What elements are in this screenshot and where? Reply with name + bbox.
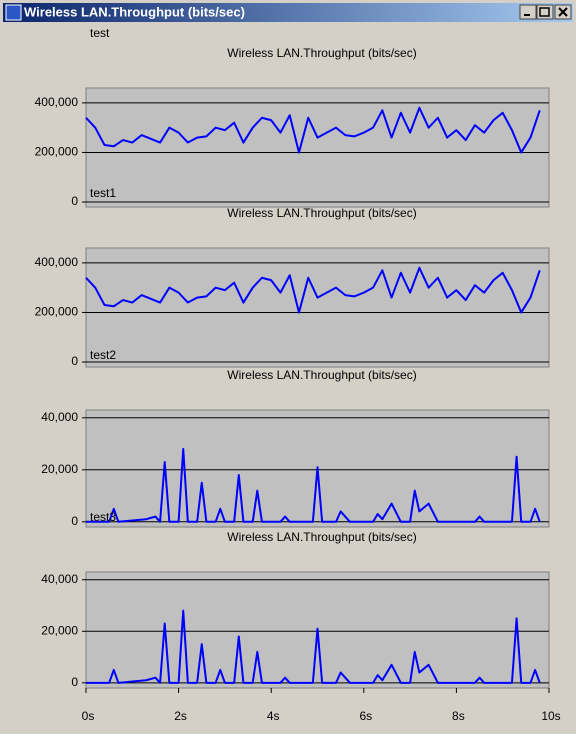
chart-title: Wireless LAN.Throughput (bits/sec) [227, 206, 416, 220]
y-tick-label: 400,000 [35, 95, 79, 109]
x-tick-label: 6s [359, 709, 372, 723]
data-line [86, 448, 541, 523]
y-tick-label: 400,000 [35, 255, 79, 269]
y-tick-label: 0 [71, 354, 78, 368]
y-tick-label: 20,000 [41, 623, 78, 637]
plot-area [85, 87, 550, 208]
data-line [85, 266, 541, 314]
y-tick-label: 40,000 [41, 410, 78, 424]
y-tick-label: 0 [71, 194, 78, 208]
y-tick-label: 200,000 [35, 145, 79, 159]
y-tick-label: 0 [71, 514, 78, 528]
x-tick-label: 10s [541, 709, 560, 723]
chart-label: test1 [90, 186, 116, 200]
maximize-button[interactable] [536, 4, 554, 20]
chart-label: test3 [90, 510, 116, 524]
y-tick-label: 20,000 [41, 462, 78, 476]
chart-label: test [90, 26, 110, 40]
data-line [86, 609, 541, 684]
x-tick-label: 8s [452, 709, 465, 723]
title-bar [3, 3, 573, 22]
plot-area [85, 247, 550, 368]
y-tick-label: 0 [71, 675, 78, 689]
x-tick-label: 2s [174, 709, 187, 723]
chart-label: test2 [90, 348, 116, 362]
minimize-button[interactable] [519, 4, 537, 20]
chart-title: Wireless LAN.Throughput (bits/sec) [227, 46, 416, 60]
window-title: Wireless LAN.Throughput (bits/sec) [24, 4, 245, 19]
app-icon [5, 4, 22, 21]
x-tick-label: 4s [267, 709, 280, 723]
data-line [85, 106, 541, 154]
close-button[interactable] [554, 4, 572, 20]
chart-title: Wireless LAN.Throughput (bits/sec) [227, 530, 416, 544]
chart-title: Wireless LAN.Throughput (bits/sec) [227, 368, 416, 382]
y-tick-label: 200,000 [35, 305, 79, 319]
x-tick-label: 0s [82, 709, 95, 723]
y-tick-label: 40,000 [41, 572, 78, 586]
